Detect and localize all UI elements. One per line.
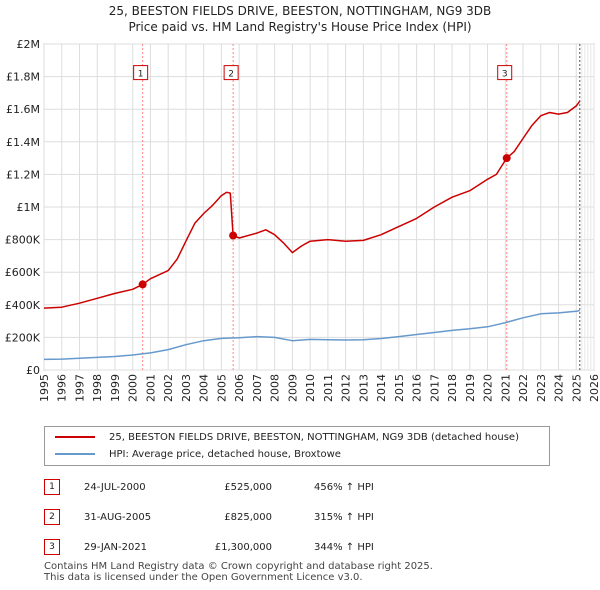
table-row: 3 29-JAN-2021 £1,300,000 344% ↑ HPI: [44, 532, 374, 562]
y-tick-label: £800K: [5, 234, 41, 247]
x-tick-label: 2020: [482, 374, 495, 402]
x-tick-label: 2003: [180, 374, 193, 402]
x-tick-label: 2001: [144, 374, 157, 402]
y-tick-label: £1.2M: [6, 168, 40, 181]
x-tick-label: 2022: [517, 374, 530, 402]
x-tick-label: 2019: [464, 374, 477, 402]
x-tick-label: 2000: [127, 374, 140, 402]
chart-subtitle: Price paid vs. HM Land Registry's House …: [128, 20, 472, 34]
x-tick-label: 2025: [570, 374, 583, 402]
y-tick-label: £1.8M: [6, 71, 40, 84]
y-tick-label: £200K: [5, 331, 41, 344]
sale-number: 3: [44, 539, 60, 555]
x-tick-label: 2023: [535, 374, 548, 402]
x-tick-label: 2007: [251, 374, 264, 402]
x-tick-label: 2012: [340, 374, 353, 402]
sales-table: 1 24-JUL-2000 £525,000 456% ↑ HPI 2 31-A…: [44, 472, 374, 562]
x-tick-label: 2006: [233, 374, 246, 402]
x-tick-label: 2018: [446, 374, 459, 402]
sale-point: [502, 154, 511, 163]
sale-price: £825,000: [224, 511, 272, 523]
x-tick-label: 2004: [198, 374, 211, 402]
table-row: 2 31-AUG-2005 £825,000 315% ↑ HPI: [44, 502, 374, 532]
sale-marker-label: 3: [502, 70, 508, 80]
y-tick-label: £1.6M: [6, 103, 40, 116]
x-tick-label: 1995: [38, 374, 51, 402]
x-tick-label: 2026: [588, 374, 600, 402]
x-tick-label: 1998: [91, 374, 104, 402]
legend-swatch-hpi: [55, 453, 95, 455]
x-tick-label: 2011: [322, 374, 335, 402]
sale-marker-box: [497, 65, 513, 81]
sale-date: 29-JAN-2021: [84, 541, 148, 553]
chart-legend: 25, BEESTON FIELDS DRIVE, BEESTON, NOTTI…: [44, 426, 550, 466]
hpi-line: [43, 309, 580, 361]
x-tick-label: 2014: [375, 374, 388, 402]
legend-swatch-property: [55, 436, 95, 438]
sale-hpi-change: 456% ↑ HPI: [314, 481, 374, 493]
x-tick-label: 2013: [357, 374, 370, 402]
y-tick-label: £400K: [5, 299, 41, 312]
x-tick-label: 2015: [393, 374, 406, 402]
x-tick-label: 2021: [499, 374, 512, 402]
sale-marker-box: [133, 65, 149, 81]
x-tick-label: 2009: [286, 374, 299, 402]
x-tick-label: 2024: [553, 374, 566, 402]
sale-number: 2: [44, 509, 60, 525]
legend-label-hpi: HPI: Average price, detached house, Brox…: [109, 448, 341, 460]
sale-marker-label: 2: [228, 70, 234, 80]
sale-number: 1: [44, 479, 60, 495]
legend-label-property: 25, BEESTON FIELDS DRIVE, BEESTON, NOTTI…: [109, 431, 519, 443]
table-row: 1 24-JUL-2000 £525,000 456% ↑ HPI: [44, 472, 374, 502]
y-tick-label: £600K: [5, 266, 41, 279]
property-price-line: [43, 100, 581, 309]
x-tick-label: 2016: [411, 374, 424, 402]
x-tick-label: 1997: [73, 374, 86, 402]
sale-point: [138, 280, 147, 289]
x-tick-label: 2017: [428, 374, 441, 402]
sale-date: 31-AUG-2005: [84, 511, 152, 523]
footer-line-1: Contains HM Land Registry data © Crown c…: [44, 561, 433, 572]
sale-price: £525,000: [224, 481, 272, 493]
y-tick-label: £1.4M: [6, 136, 40, 149]
legend-item-property: 25, BEESTON FIELDS DRIVE, BEESTON, NOTTI…: [55, 429, 519, 445]
x-tick-label: 2008: [269, 374, 282, 402]
sale-hpi-change: 315% ↑ HPI: [314, 511, 374, 523]
sale-point: [229, 231, 238, 240]
sale-marker-label: 1: [138, 70, 144, 80]
sale-date: 24-JUL-2000: [84, 481, 146, 493]
x-tick-label: 1996: [56, 374, 69, 402]
footer-copyright: Contains HM Land Registry data © Crown c…: [44, 561, 433, 583]
y-tick-label: £1M: [17, 201, 41, 214]
y-tick-label: £0: [26, 364, 40, 377]
x-tick-label: 2010: [304, 374, 317, 402]
y-tick-label: £2M: [17, 38, 41, 51]
x-tick-label: 1999: [109, 374, 122, 402]
legend-item-hpi: HPI: Average price, detached house, Brox…: [55, 446, 341, 462]
sale-price: £1,300,000: [214, 541, 272, 553]
sale-marker-box: [223, 65, 239, 81]
x-tick-label: 2005: [215, 374, 228, 402]
x-tick-label: 2002: [162, 374, 175, 402]
sale-hpi-change: 344% ↑ HPI: [314, 541, 374, 553]
footer-line-2: This data is licensed under the Open Gov…: [44, 572, 363, 583]
price-chart: 1995 1996 1997 1998 1999 2000 2001 2002 2003 2004…: [5, 38, 600, 402]
chart-title: 25, BEESTON FIELDS DRIVE, BEESTON, NOTTI…: [108, 4, 492, 18]
